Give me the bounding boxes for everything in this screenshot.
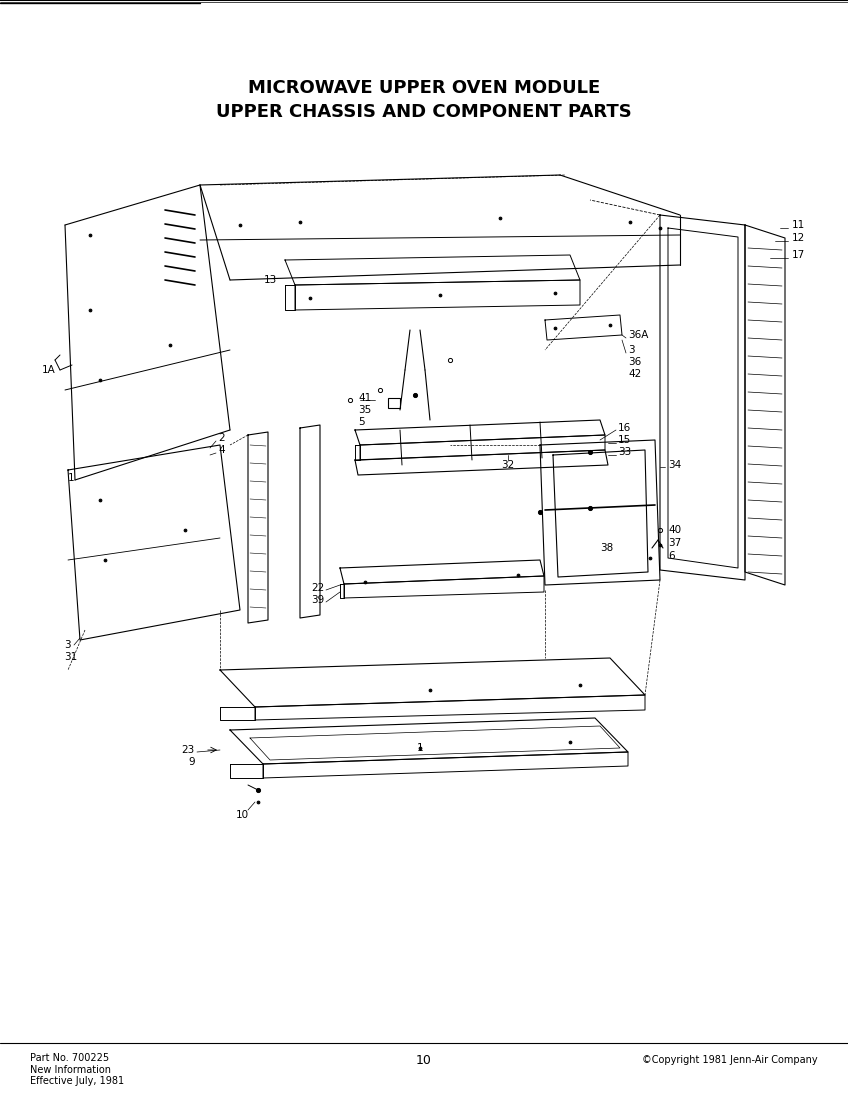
Text: 16: 16: [618, 424, 631, 433]
Text: 1: 1: [68, 473, 75, 483]
Text: 22: 22: [310, 583, 324, 593]
Text: 32: 32: [501, 460, 515, 470]
Text: 10: 10: [416, 1054, 432, 1067]
Text: 36: 36: [628, 358, 641, 367]
Text: 23: 23: [181, 745, 195, 755]
Text: UPPER CHASSIS AND COMPONENT PARTS: UPPER CHASSIS AND COMPONENT PARTS: [216, 103, 632, 121]
Text: 10: 10: [236, 810, 248, 820]
Text: 6: 6: [668, 551, 675, 561]
Text: Part No. 700225
New Information
Effective July, 1981: Part No. 700225 New Information Effectiv…: [30, 1053, 124, 1086]
Text: 38: 38: [600, 543, 613, 553]
Text: 34: 34: [668, 460, 681, 470]
Text: 9: 9: [188, 757, 195, 767]
Text: 1: 1: [416, 742, 423, 754]
Text: 42: 42: [628, 368, 641, 379]
Text: 4: 4: [218, 446, 225, 455]
Text: 17: 17: [792, 250, 806, 260]
Text: 31: 31: [64, 652, 77, 662]
Text: 5: 5: [358, 417, 365, 427]
Bar: [388, 398, 400, 408]
Text: 39: 39: [310, 595, 324, 605]
Text: MICROWAVE UPPER OVEN MODULE: MICROWAVE UPPER OVEN MODULE: [248, 79, 600, 97]
Text: 40: 40: [668, 525, 681, 535]
Text: 41: 41: [358, 393, 371, 403]
Text: 3: 3: [64, 640, 70, 650]
Text: 36A: 36A: [628, 330, 649, 340]
Text: 3: 3: [628, 345, 634, 355]
Text: 11: 11: [792, 220, 806, 230]
Text: 33: 33: [618, 447, 631, 456]
Text: 15: 15: [618, 434, 631, 446]
Text: 35: 35: [358, 405, 371, 415]
Text: 13: 13: [264, 275, 276, 285]
Text: 37: 37: [668, 538, 681, 548]
Text: 2: 2: [218, 433, 225, 443]
Text: ©Copyright 1981 Jenn-Air Company: ©Copyright 1981 Jenn-Air Company: [643, 1055, 818, 1065]
Text: 12: 12: [792, 233, 806, 243]
Text: 1A: 1A: [42, 365, 56, 375]
